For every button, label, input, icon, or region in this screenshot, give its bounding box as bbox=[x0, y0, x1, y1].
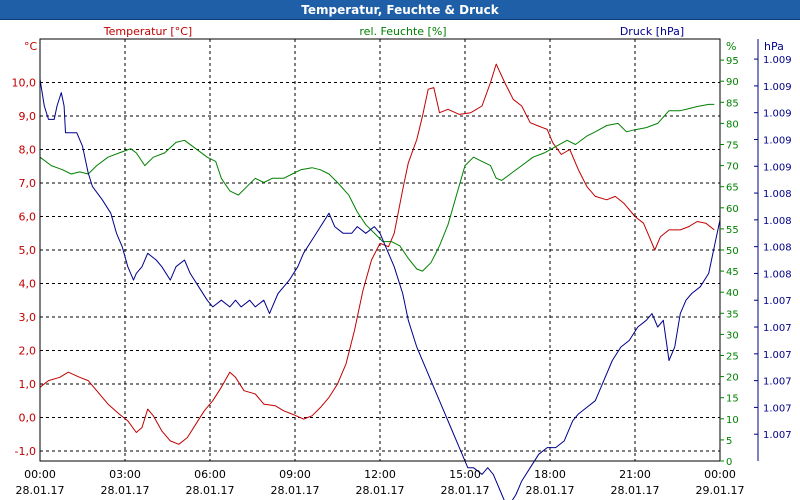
temperature-tick-label: 3,0 bbox=[19, 311, 37, 324]
humidity-tick-label: 60 bbox=[726, 204, 739, 215]
pressure-tick-label: 1.007 bbox=[763, 430, 792, 441]
x-tick-date: 28.01.17 bbox=[101, 484, 150, 497]
window-title: Temperatur, Feuchte & Druck bbox=[301, 3, 499, 17]
temperature-tick-label: 0,0 bbox=[19, 411, 37, 424]
x-tick-date: 28.01.17 bbox=[611, 484, 660, 497]
x-tick-date: 28.01.17 bbox=[186, 484, 235, 497]
x-tick-time: 06:00 bbox=[194, 468, 226, 481]
x-tick-time: 21:00 bbox=[619, 468, 651, 481]
temperature-axis-title: Temperatur [°C] bbox=[103, 25, 192, 38]
x-tick-date: 29.01.17 bbox=[696, 484, 745, 497]
temperature-tick-label: 4,0 bbox=[19, 277, 37, 290]
pressure-tick-label: 1.007 bbox=[763, 350, 792, 361]
temperature-tick-label: 5,0 bbox=[19, 244, 37, 257]
x-tick-date: 28.01.17 bbox=[16, 484, 65, 497]
humidity-tick-label: 80 bbox=[726, 119, 739, 130]
x-tick-date: 28.01.17 bbox=[356, 484, 405, 497]
humidity-tick-label: 55 bbox=[726, 225, 739, 236]
pressure-axis-title: Druck [hPa] bbox=[620, 25, 684, 38]
x-tick-time: 15:00 bbox=[449, 468, 481, 481]
x-tick-date: 28.01.17 bbox=[441, 484, 490, 497]
x-tick-time: 18:00 bbox=[534, 468, 566, 481]
humidity-unit: % bbox=[726, 40, 736, 53]
series-pressure-line bbox=[39, 79, 721, 500]
pressure-unit: hPa bbox=[764, 40, 784, 53]
x-tick-time: 03:00 bbox=[109, 468, 141, 481]
humidity-axis-title: rel. Feuchte [%] bbox=[359, 25, 446, 38]
humidity-tick-label: 85 bbox=[726, 98, 739, 109]
humidity-tick-label: 10 bbox=[726, 415, 739, 426]
pressure-tick-label: 1.007 bbox=[763, 403, 792, 414]
temperature-tick-label: 7,0 bbox=[19, 177, 37, 190]
humidity-tick-label: 75 bbox=[726, 141, 739, 152]
x-tick-time: 12:00 bbox=[364, 468, 396, 481]
pressure-tick-label: 1.009 bbox=[763, 109, 792, 120]
pressure-tick-label: 1.007 bbox=[763, 296, 792, 307]
humidity-tick-label: 20 bbox=[726, 373, 739, 384]
humidity-tick-label: 95 bbox=[726, 56, 739, 67]
temperature-tick-label: 8,0 bbox=[19, 144, 37, 157]
humidity-tick-label: 70 bbox=[726, 162, 739, 173]
pressure-tick-label: 1.009 bbox=[763, 162, 792, 173]
temperature-tick-label: 10,0 bbox=[12, 77, 37, 90]
temperature-tick-label: 6,0 bbox=[19, 211, 37, 224]
pressure-tick-label: 1.008 bbox=[763, 243, 792, 254]
humidity-tick-label: 90 bbox=[726, 77, 739, 88]
temperature-unit: °C bbox=[24, 40, 38, 53]
axis-labels: -1,0 0,0 1,0 2,0 3,0 4,0 5,0 6,0 7,0 8,0 9,0 10,0 °C… bbox=[12, 25, 792, 497]
x-tick-date: 28.01.17 bbox=[526, 484, 575, 497]
humidity-tick-label: 30 bbox=[726, 330, 739, 341]
humidity-tick-label: 15 bbox=[726, 394, 739, 405]
temperature-tick-label: 2,0 bbox=[19, 344, 37, 357]
humidity-tick-label: 0 bbox=[726, 457, 732, 468]
x-tick-time: 00:00 bbox=[24, 468, 56, 481]
pressure-tick-label: 1.008 bbox=[763, 269, 792, 280]
x-tick-time: 09:00 bbox=[279, 468, 311, 481]
pressure-tick-label: 1.008 bbox=[763, 216, 792, 227]
pressure-tick-label: 1.008 bbox=[763, 189, 792, 200]
series-humidity-line bbox=[39, 103, 715, 272]
humidity-tick-label: 5 bbox=[726, 436, 732, 447]
pressure-tick-label: 1.007 bbox=[763, 377, 792, 388]
x-tick-time: 00:00 bbox=[704, 468, 736, 481]
temperature-tick-label: 9,0 bbox=[19, 110, 37, 123]
pressure-tick-label: 1.009 bbox=[763, 55, 792, 66]
humidity-tick-label: 45 bbox=[726, 267, 739, 278]
pressure-tick-label: 1.009 bbox=[763, 135, 792, 146]
series-lines bbox=[39, 63, 721, 500]
title-bar: Temperatur, Feuchte & Druck bbox=[0, 0, 800, 20]
pressure-tick-label: 1.009 bbox=[763, 82, 792, 93]
series-temperature-line bbox=[39, 63, 715, 445]
temperature-tick-label: -1,0 bbox=[15, 445, 36, 458]
x-tick-date: 28.01.17 bbox=[271, 484, 320, 497]
pressure-tick-label: 1.007 bbox=[763, 323, 792, 334]
humidity-tick-label: 50 bbox=[726, 246, 739, 257]
humidity-tick-label: 65 bbox=[726, 183, 739, 194]
temperature-tick-label: 1,0 bbox=[19, 378, 37, 391]
humidity-tick-label: 40 bbox=[726, 288, 739, 299]
humidity-tick-label: 35 bbox=[726, 309, 739, 320]
humidity-tick-label: 25 bbox=[726, 352, 739, 363]
